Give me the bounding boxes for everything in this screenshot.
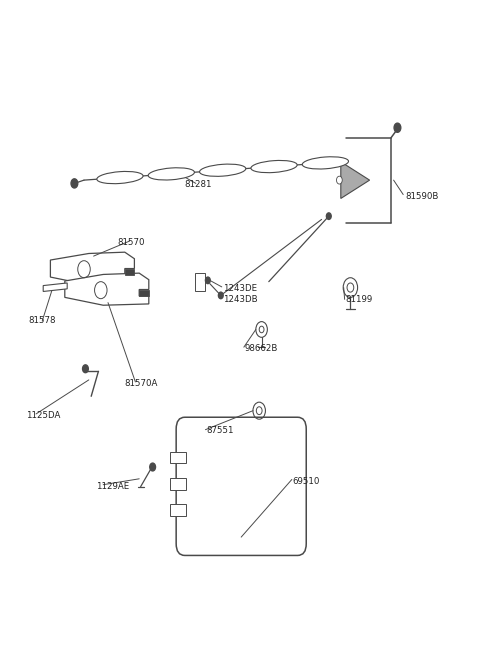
Text: 81570: 81570	[118, 238, 145, 247]
Ellipse shape	[302, 157, 348, 169]
Text: 81199: 81199	[346, 295, 373, 304]
Bar	[170, 452, 186, 464]
Text: 1243DB: 1243DB	[223, 295, 258, 305]
Circle shape	[326, 213, 331, 219]
Polygon shape	[65, 273, 149, 305]
Circle shape	[83, 365, 88, 373]
Text: 87551: 87551	[206, 426, 234, 436]
Text: 81281: 81281	[185, 180, 212, 189]
Text: 1129AE: 1129AE	[96, 481, 129, 491]
Text: 1125DA: 1125DA	[26, 411, 61, 421]
Ellipse shape	[148, 168, 194, 180]
Polygon shape	[139, 290, 149, 296]
Circle shape	[150, 463, 156, 471]
Polygon shape	[43, 283, 67, 291]
Circle shape	[259, 326, 264, 333]
Circle shape	[347, 283, 354, 292]
Bar	[170, 478, 186, 490]
Polygon shape	[50, 252, 134, 285]
Circle shape	[394, 123, 401, 132]
Circle shape	[336, 176, 342, 184]
Bar	[170, 504, 186, 516]
Ellipse shape	[97, 172, 143, 183]
Polygon shape	[125, 269, 134, 275]
Ellipse shape	[200, 164, 246, 176]
Circle shape	[256, 407, 262, 415]
Text: 81570A: 81570A	[125, 379, 158, 388]
Text: 1243DE: 1243DE	[223, 284, 257, 293]
Bar	[195, 273, 205, 291]
Text: 69510: 69510	[293, 477, 320, 486]
Circle shape	[205, 277, 210, 284]
FancyBboxPatch shape	[176, 417, 306, 555]
Circle shape	[218, 292, 223, 299]
Circle shape	[71, 179, 78, 188]
Polygon shape	[341, 162, 370, 198]
Text: 81578: 81578	[29, 316, 56, 326]
Ellipse shape	[251, 160, 297, 173]
Text: 98662B: 98662B	[245, 344, 278, 353]
Text: 81590B: 81590B	[406, 192, 439, 201]
